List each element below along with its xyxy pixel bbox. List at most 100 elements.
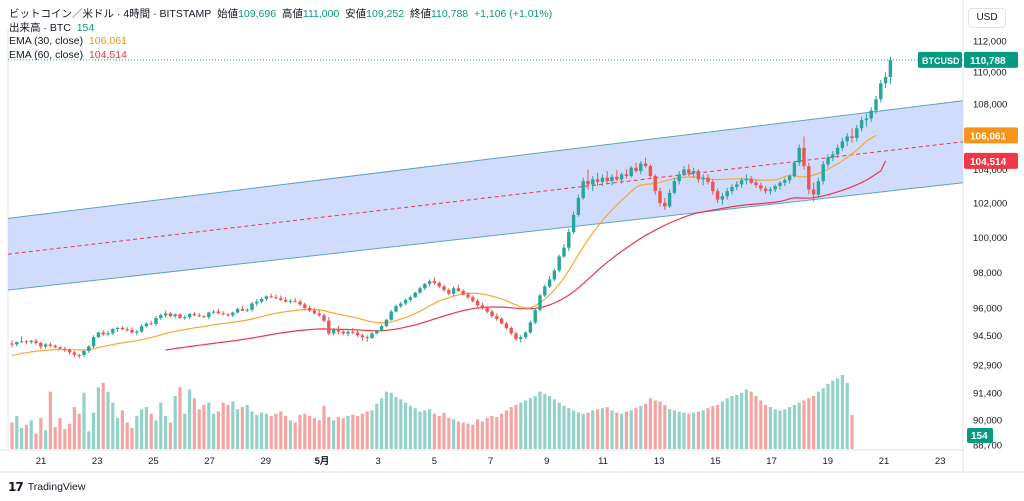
candle-body (744, 178, 749, 181)
volume-bar (216, 411, 220, 449)
legend-volume-row[interactable]: 出来高 · BTC 154 (9, 22, 552, 36)
candle-body (264, 296, 269, 300)
volume-bar (274, 413, 278, 449)
ema60-line (165, 160, 887, 351)
candle-body (197, 315, 201, 317)
volume-bar (312, 418, 316, 449)
legend-volume-label: 出来高 · BTC (9, 21, 71, 34)
candle-body (437, 282, 441, 287)
currency-button[interactable]: USD (968, 8, 1006, 28)
candle-body (547, 279, 552, 287)
tradingview-logo-icon: 17 (8, 480, 24, 494)
price-tick-label: 92,900 (973, 360, 1002, 371)
candle-body (283, 299, 288, 302)
candle-body (168, 313, 173, 317)
volume-bar (495, 417, 499, 449)
candle-body (427, 281, 432, 284)
candle-body (490, 311, 494, 317)
time-tick-label: 21 (879, 456, 890, 467)
candle-body (163, 313, 168, 316)
volume-bar (317, 420, 321, 449)
candle-body (802, 147, 806, 167)
candle-body (255, 301, 259, 304)
candle-body (792, 162, 797, 177)
legend-ema30-label: EMA (30, close) (9, 35, 84, 47)
volume-bar (519, 402, 523, 449)
volume-bar (735, 394, 739, 449)
volume-bar (231, 401, 235, 449)
volume-bar (202, 404, 206, 449)
legend-high-label: 高値 (281, 8, 303, 20)
candle-body (408, 297, 413, 300)
volume-bar (212, 413, 216, 449)
candle-body (101, 332, 105, 335)
volume-bar (77, 413, 81, 449)
candle-body (687, 169, 691, 174)
price-tick-label: 88,700 (973, 441, 1002, 452)
candle-body (691, 171, 696, 174)
volume-bar (730, 396, 734, 449)
candle-body (658, 191, 662, 203)
volume-bar (101, 382, 105, 449)
volume-bar (524, 400, 528, 449)
volume-bar (58, 418, 62, 449)
volume-bar (605, 407, 609, 449)
time-tick-label: 9 (544, 456, 549, 467)
volume-bar (10, 422, 14, 449)
candle-body (351, 331, 355, 333)
legend-close-label: 終値 (409, 8, 431, 20)
volume-bar (711, 405, 715, 449)
candle-body (773, 186, 777, 190)
volume-bar (183, 413, 187, 449)
volume-bar (24, 424, 28, 449)
candle-body (111, 328, 115, 334)
volume-bar (509, 407, 513, 449)
candle-body (495, 316, 499, 319)
legend-ema30-row[interactable]: EMA (30, close) 106,061 (9, 35, 552, 49)
volume-bar (812, 396, 816, 449)
volume-bar (264, 413, 268, 449)
candle-body (154, 317, 158, 324)
legend-symbol[interactable]: ビットコイン／米ドル · 4時間 · BITSTAMP (9, 8, 212, 20)
legend-ema60-label: EMA (60, close) (9, 48, 84, 61)
volume-bar (293, 422, 297, 449)
time-tick-label: 5 (432, 456, 437, 467)
volume-bar (351, 414, 355, 449)
candle-body (783, 180, 787, 183)
volume-bar (663, 404, 667, 449)
price-tick-label: 108,000 (973, 99, 1007, 110)
candle-body (475, 300, 480, 306)
price-tick-label: 110,000 (973, 68, 1007, 79)
candle-body (355, 332, 360, 336)
volume-bar (557, 402, 561, 449)
volume-bar (716, 404, 720, 449)
legend-ema60-row[interactable]: EMA (60, close) 104,514 (9, 49, 552, 63)
volume-bar (802, 400, 806, 449)
tradingview-branding[interactable]: 17 TradingView (8, 480, 85, 494)
volume-bar (600, 408, 604, 449)
price-tick-label: 96,000 (973, 304, 1002, 315)
volume-bar (447, 418, 451, 449)
candle-body (859, 120, 864, 129)
legend-open-label: 始値 (217, 8, 239, 20)
candle-body (571, 214, 576, 233)
candle-body (39, 342, 43, 347)
candle-body (384, 319, 389, 327)
volume-bar (591, 410, 595, 449)
volume-bar (821, 388, 825, 449)
volume-bar (375, 403, 379, 449)
volume-bar (44, 430, 48, 449)
candle-body (207, 312, 211, 318)
volume-bar (504, 410, 508, 449)
candle-body (605, 177, 609, 182)
candle-body (403, 299, 408, 304)
candle-body (759, 185, 763, 189)
candle-body (677, 174, 681, 182)
volume-bar (428, 409, 432, 449)
legend-ema30: 106,061 (88, 35, 127, 47)
volume-bar (548, 396, 552, 449)
candle-body (139, 326, 144, 332)
candle-body (811, 189, 816, 195)
volume-bar (706, 408, 710, 449)
